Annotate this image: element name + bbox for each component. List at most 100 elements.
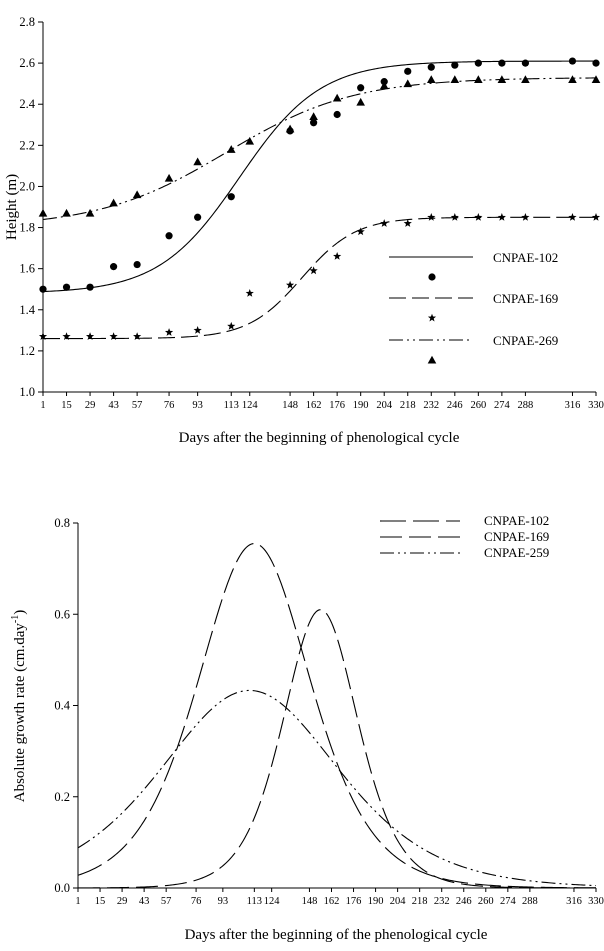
height-data-point <box>450 75 460 83</box>
height-data-point <box>164 328 174 336</box>
height-data-point <box>165 232 173 240</box>
height-data-point <box>380 219 389 227</box>
height-data-point <box>109 198 118 207</box>
height-legend-label: CNPAE-102 <box>493 250 558 265</box>
growth-rate-chart: Absolute growth rate (cm.day-1) Days aft… <box>10 513 604 943</box>
height-data-point <box>497 75 507 83</box>
growth-rate-y-axis-label-superscript: -1 <box>10 615 21 623</box>
growth-rate-chart-y-tick-label: 0.8 <box>54 516 70 530</box>
growth-rate-legend-label: CNPAE-169 <box>484 529 549 544</box>
height-data-point <box>404 67 412 75</box>
height-data-point <box>310 119 318 127</box>
growth-rate-chart-x-tick-label: 113 <box>247 896 262 907</box>
height-data-point <box>85 208 95 217</box>
height-chart-y-tick-label: 1.6 <box>19 262 35 276</box>
height-legend-marker <box>427 313 437 322</box>
growth-rate-series-line-1 <box>77 542 597 889</box>
height-chart-y-tick-label: 2.6 <box>19 56 35 70</box>
height-data-point <box>227 193 235 201</box>
growth-rate-series-line-3 <box>77 689 597 887</box>
height-chart-x-tick-label: 15 <box>61 400 72 411</box>
growth-rate-chart-x-tick-label: 260 <box>478 896 494 907</box>
height-data-point <box>286 280 295 289</box>
height-data-point <box>568 75 577 83</box>
growth-rate-chart-x-tick-label: 316 <box>566 896 582 907</box>
height-chart-x-tick-label: 176 <box>329 400 345 411</box>
height-data-point <box>591 75 601 83</box>
growth-rate-legend-label: CNPAE-259 <box>484 545 549 560</box>
height-data-point <box>285 124 295 133</box>
height-chart-x-tick-label: 1 <box>40 400 45 411</box>
height-data-point <box>39 285 47 293</box>
height-data-point <box>109 263 118 271</box>
height-data-point <box>133 332 142 340</box>
height-series-line-2 <box>43 216 596 340</box>
height-data-point <box>132 190 142 199</box>
height-data-point <box>332 93 342 102</box>
growth-rate-chart-x-tick-label: 15 <box>95 896 106 907</box>
height-data-point <box>193 157 202 166</box>
growth-rate-chart-x-tick-label: 246 <box>456 896 472 907</box>
height-chart-y-axis-label: Height (m) <box>4 174 20 240</box>
height-series-line-3 <box>42 77 597 221</box>
growth-rate-chart-y-tick-label: 0.0 <box>54 881 70 895</box>
height-legend-label: CNPAE-169 <box>493 291 558 306</box>
height-data-point <box>86 283 94 291</box>
height-chart-y-tick-label: 1.8 <box>19 221 35 235</box>
growth-rate-chart-x-tick-label: 330 <box>588 896 604 907</box>
height-chart-x-tick-label: 124 <box>242 400 259 411</box>
height-data-point <box>245 289 254 297</box>
height-data-point <box>245 136 255 145</box>
height-data-point <box>521 212 530 221</box>
height-chart-y-tick-label: 2.8 <box>19 15 35 29</box>
growth-rate-chart-x-tick-label: 204 <box>390 896 407 907</box>
height-data-point <box>356 227 365 236</box>
growth-rate-chart-x-tick-label: 93 <box>218 896 229 907</box>
height-data-point <box>403 219 412 227</box>
height-data-point <box>164 173 174 182</box>
height-chart-x-tick-label: 148 <box>282 400 298 411</box>
growth-rate-chart-x-tick-label: 288 <box>522 896 538 907</box>
height-data-point <box>38 332 48 340</box>
height-data-point <box>309 266 318 275</box>
growth-rate-chart-y-tick-label: 0.2 <box>54 790 70 804</box>
height-data-point <box>521 59 530 67</box>
growth-rate-legend-label: CNPAE-102 <box>484 513 549 528</box>
growth-rate-chart-x-tick-label: 232 <box>434 896 450 907</box>
height-chart-x-tick-label: 113 <box>224 400 239 411</box>
growth-rate-chart-x-tick-label: 148 <box>302 896 318 907</box>
height-chart-y-tick-label: 1.0 <box>19 385 35 399</box>
height-chart-x-tick-label: 57 <box>132 400 143 411</box>
growth-rate-chart-x-tick-label: 218 <box>412 896 428 907</box>
growth-rate-chart-y-tick-label: 0.6 <box>54 607 70 621</box>
height-data-point <box>85 332 95 340</box>
height-data-point <box>568 57 577 65</box>
height-chart-x-tick-label: 93 <box>192 400 203 411</box>
height-data-point <box>133 260 141 269</box>
growth-rate-chart-x-tick-label: 1 <box>75 896 80 907</box>
growth-rate-chart-x-tick-label: 43 <box>139 896 150 907</box>
height-chart-y-tick-label: 2.4 <box>19 97 35 111</box>
growth-rate-chart-x-tick-label: 274 <box>500 896 517 907</box>
height-data-point <box>333 110 341 119</box>
height-data-point <box>474 59 482 67</box>
height-chart-y-tick-label: 1.4 <box>19 303 35 317</box>
height-chart-x-tick-label: 330 <box>588 400 604 411</box>
height-chart-x-tick-label: 288 <box>518 400 534 411</box>
height-data-point <box>357 84 365 92</box>
height-data-point <box>568 212 577 221</box>
height-data-point <box>379 81 389 90</box>
height-data-point <box>451 61 459 69</box>
height-chart-x-tick-label: 232 <box>423 400 439 411</box>
growth-rate-chart-x-axis-label: Days after the beginning of the phenolog… <box>185 927 488 943</box>
height-data-point <box>427 212 436 221</box>
height-legend-label: CNPAE-269 <box>493 333 558 348</box>
growth-rate-chart-x-tick-label: 190 <box>368 896 384 907</box>
height-legend-marker <box>427 355 437 364</box>
growth-rate-chart-y-tick-label: 0.4 <box>54 699 70 713</box>
height-data-point <box>62 283 71 291</box>
height-data-point <box>309 112 318 120</box>
height-chart-x-tick-label: 204 <box>376 400 393 411</box>
height-data-point <box>426 75 436 83</box>
